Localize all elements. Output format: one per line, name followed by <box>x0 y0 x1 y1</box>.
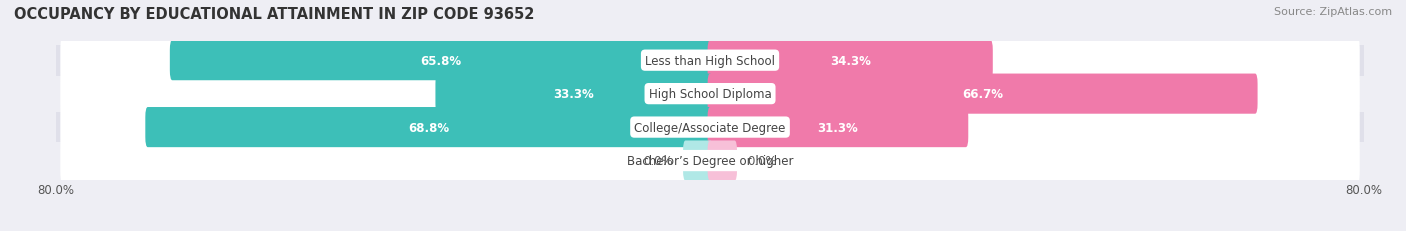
Text: OCCUPANCY BY EDUCATIONAL ATTAINMENT IN ZIP CODE 93652: OCCUPANCY BY EDUCATIONAL ATTAINMENT IN Z… <box>14 7 534 22</box>
FancyBboxPatch shape <box>60 68 1360 121</box>
FancyBboxPatch shape <box>707 108 969 148</box>
Text: Bachelor’s Degree or higher: Bachelor’s Degree or higher <box>627 154 793 167</box>
Text: 34.3%: 34.3% <box>830 55 870 67</box>
Text: 0.0%: 0.0% <box>747 154 776 167</box>
Text: 68.8%: 68.8% <box>408 121 450 134</box>
FancyBboxPatch shape <box>39 46 1381 76</box>
Text: College/Associate Degree: College/Associate Degree <box>634 121 786 134</box>
Text: 33.3%: 33.3% <box>554 88 595 101</box>
FancyBboxPatch shape <box>60 134 1360 188</box>
Text: High School Diploma: High School Diploma <box>648 88 772 101</box>
Text: 65.8%: 65.8% <box>420 55 461 67</box>
FancyBboxPatch shape <box>39 146 1381 176</box>
FancyBboxPatch shape <box>707 74 1257 114</box>
FancyBboxPatch shape <box>707 141 737 181</box>
Text: Less than High School: Less than High School <box>645 55 775 67</box>
FancyBboxPatch shape <box>60 101 1360 154</box>
FancyBboxPatch shape <box>39 79 1381 109</box>
FancyBboxPatch shape <box>683 141 713 181</box>
Text: 0.0%: 0.0% <box>644 154 673 167</box>
FancyBboxPatch shape <box>145 108 713 148</box>
FancyBboxPatch shape <box>170 41 713 81</box>
Text: 66.7%: 66.7% <box>962 88 1002 101</box>
Text: 31.3%: 31.3% <box>817 121 858 134</box>
FancyBboxPatch shape <box>707 41 993 81</box>
Text: Source: ZipAtlas.com: Source: ZipAtlas.com <box>1274 7 1392 17</box>
FancyBboxPatch shape <box>39 112 1381 143</box>
FancyBboxPatch shape <box>436 74 713 114</box>
FancyBboxPatch shape <box>60 34 1360 88</box>
